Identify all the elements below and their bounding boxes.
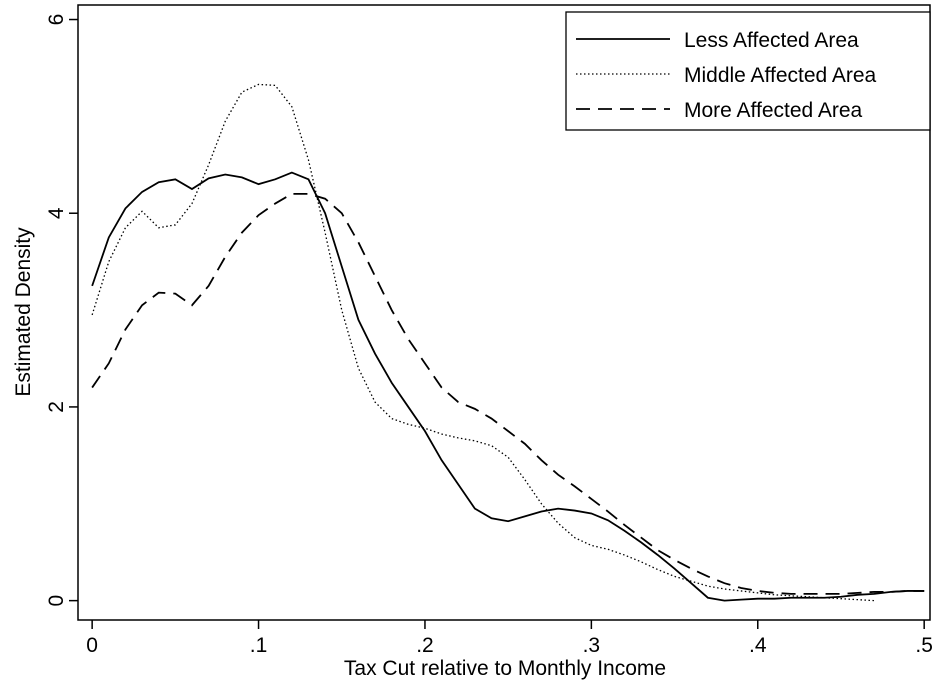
legend-box [565,11,931,131]
y-tick-label: 2 [45,401,68,413]
x-tick-label: .5 [915,634,933,657]
series-line [91,171,925,602]
y-axis-title: Estimated Density [12,227,35,397]
plot-frame [77,4,931,621]
x-tick-label: .2 [416,634,434,657]
legend-label: Less Affected Area [684,29,859,52]
y-tick-label: 6 [45,14,68,26]
legend-label: Middle Affected Area [684,64,877,87]
x-tick-label: .1 [250,634,268,657]
legend-label: More Affected Area [684,99,863,122]
series-line [91,192,925,595]
x-axis-title: Tax Cut relative to Monthly Income [344,657,666,680]
x-tick-label: .3 [583,634,601,657]
y-tick-label: 4 [45,207,68,219]
series-line [91,83,875,602]
y-tick-label: 0 [45,595,68,607]
x-tick-label: .4 [749,634,767,657]
x-tick-label: 0 [86,634,98,657]
